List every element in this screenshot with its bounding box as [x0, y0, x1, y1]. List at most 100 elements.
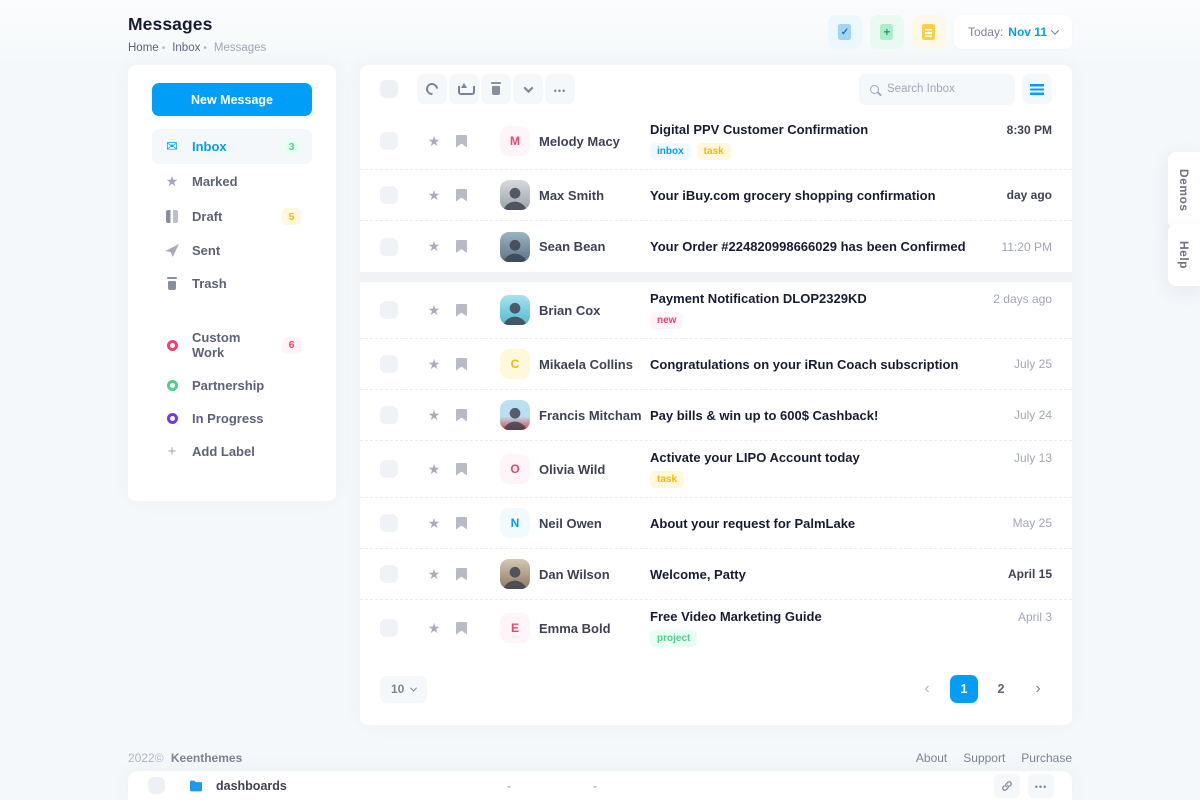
doc-plus-button[interactable]	[869, 15, 904, 49]
sidebar-item-trash[interactable]: Trash	[152, 267, 312, 300]
page-number-button[interactable]: 2	[987, 675, 1015, 703]
message-row[interactable]: ★ Francis Mitcham Pay bills & win up to …	[360, 390, 1072, 441]
page-number-button[interactable]: 1	[950, 675, 978, 703]
avatar: M	[500, 126, 530, 156]
star-icon[interactable]: ★	[427, 238, 441, 254]
select-all-checkbox[interactable]	[380, 80, 398, 98]
star-icon[interactable]: ★	[427, 460, 441, 477]
message-row[interactable]: ★ Max Smith Your iBuy.com grocery shoppi…	[360, 170, 1072, 221]
message-row[interactable]: ★ M Melody Macy Digital PPV Customer Con…	[360, 113, 1072, 170]
archive-button[interactable]	[449, 74, 479, 104]
star-icon[interactable]: ★	[427, 301, 441, 318]
sender-name: Francis Mitcham	[539, 407, 642, 423]
icon-glyph	[166, 413, 178, 424]
row-checkbox[interactable]	[380, 301, 398, 319]
link-icon	[1002, 780, 1012, 791]
message-row[interactable]: ★ Brian Cox Payment Notification DLOP232…	[360, 282, 1072, 339]
icon-glyph	[166, 276, 178, 291]
chevron-down-icon	[410, 684, 418, 692]
bookmark-icon[interactable]	[456, 408, 467, 422]
bookmark-icon[interactable]	[456, 516, 467, 530]
label-custom-work[interactable]: Custom Work 6	[152, 321, 312, 369]
label-in-progress[interactable]: In Progress	[152, 402, 312, 435]
sidebar-item-label: Trash	[192, 276, 227, 291]
file-row-name[interactable]: dashboards	[216, 778, 287, 793]
doc-check-button[interactable]	[827, 15, 862, 49]
prev-page-button[interactable]: ‹	[913, 675, 941, 703]
bottom-file-row[interactable]: dashboards - -	[128, 771, 1072, 800]
star-icon[interactable]: ★	[427, 406, 441, 423]
sidebar-item-label: Sent	[192, 243, 221, 258]
copy-link-button[interactable]	[994, 773, 1020, 798]
sidebar-item-sent[interactable]: Sent	[152, 234, 312, 267]
message-row[interactable]: ★ Sean Bean Your Order #224820998666029 …	[360, 221, 1072, 272]
brand-link[interactable]: Keenthemes	[170, 751, 243, 765]
message-row[interactable]: ★ Dan Wilson Welcome, Patty April 15	[360, 549, 1072, 600]
message-row[interactable]: ★ E Emma Bold Free Video Marketing Guide…	[360, 600, 1072, 656]
trash-button[interactable]	[481, 74, 511, 104]
star-icon[interactable]: ★	[427, 355, 441, 372]
message-badges: inbox task	[650, 143, 1052, 160]
message-row-wrap: ★ Dan Wilson Welcome, Patty April 15	[360, 549, 1072, 600]
date-picker-button[interactable]: Today: Nov 11	[953, 15, 1072, 49]
row-checkbox[interactable]	[380, 186, 398, 204]
page-size-select[interactable]: 10	[380, 675, 428, 703]
filter-button[interactable]	[1022, 74, 1052, 104]
more-select-button[interactable]	[513, 74, 543, 104]
options-button[interactable]	[545, 74, 575, 104]
star-icon[interactable]: ★	[427, 132, 441, 149]
add-label[interactable]: + Add Label	[152, 435, 312, 468]
bookmark-icon[interactable]	[456, 134, 467, 148]
message-row[interactable]: ★ C Mikaela Collins Congratulations on y…	[360, 339, 1072, 390]
row-checkbox[interactable]	[380, 355, 398, 373]
footer-link[interactable]: Support	[963, 751, 1006, 765]
subject-line: Congratulations on your iRun Coach subsc…	[650, 357, 1052, 372]
breadcrumb-item[interactable]: Home	[128, 42, 172, 54]
star-icon[interactable]: ★	[427, 514, 441, 531]
file-row-checkbox[interactable]	[148, 777, 165, 794]
row-checkbox[interactable]	[380, 619, 398, 637]
row-checkbox[interactable]	[380, 132, 398, 150]
bookmark-icon[interactable]	[456, 621, 467, 635]
row-checkbox[interactable]	[380, 565, 398, 583]
row-checkbox[interactable]	[380, 406, 398, 424]
bookmark-icon[interactable]	[456, 188, 467, 202]
sidebar-item-draft[interactable]: Draft 5	[152, 199, 312, 234]
star-icon[interactable]: ★	[427, 565, 441, 582]
message-row[interactable]: ★ N Neil Owen About your request for Pal…	[360, 498, 1072, 549]
search-input[interactable]	[887, 83, 1004, 95]
breadcrumb-item[interactable]: Inbox	[172, 42, 214, 54]
bookmark-icon[interactable]	[456, 567, 467, 581]
demos-tab[interactable]: Demos	[1168, 152, 1200, 229]
new-message-button[interactable]: New Message	[152, 83, 312, 116]
message-row[interactable]: ★ O Olivia Wild Activate your LIPO Accou…	[360, 441, 1072, 498]
doc-lines-button[interactable]	[911, 15, 946, 49]
message-time: 8:30 PM	[1006, 122, 1052, 137]
footer-link[interactable]: Purchase	[1021, 751, 1072, 765]
help-tab[interactable]: Help	[1168, 224, 1200, 287]
message-badges: task	[650, 471, 1052, 488]
footer-link[interactable]: About	[915, 751, 948, 765]
subject-line: Activate your LIPO Account today July 13	[650, 450, 1052, 465]
row-checkbox[interactable]	[380, 514, 398, 532]
bookmark-icon[interactable]	[456, 240, 467, 253]
label-partnership[interactable]: Partnership	[152, 369, 312, 402]
mail-sidebar: New Message ✉ Inbox 3 ★ Marked Draft 5 S…	[128, 65, 336, 501]
bookmark-icon[interactable]	[456, 357, 467, 371]
message-body: Your iBuy.com grocery shopping confirmat…	[650, 188, 1052, 203]
person-photo-icon	[503, 566, 527, 589]
next-page-button[interactable]: ›	[1024, 675, 1052, 703]
sidebar-item-marked[interactable]: ★ Marked	[152, 164, 312, 199]
bookmark-icon[interactable]	[456, 303, 467, 317]
file-row-options-button[interactable]	[1028, 773, 1054, 798]
row-checkbox[interactable]	[380, 237, 398, 256]
message-badge: inbox	[650, 143, 691, 160]
star-icon[interactable]: ★	[427, 619, 441, 636]
sidebar-item-inbox[interactable]: ✉ Inbox 3	[152, 129, 312, 164]
row-checkbox[interactable]	[380, 460, 398, 478]
header-actions: Today: Nov 11	[827, 15, 1072, 49]
bookmark-icon[interactable]	[456, 462, 467, 476]
breadcrumb-item[interactable]: Messages	[213, 42, 267, 54]
reload-button[interactable]	[417, 74, 447, 104]
star-icon[interactable]: ★	[427, 186, 441, 203]
